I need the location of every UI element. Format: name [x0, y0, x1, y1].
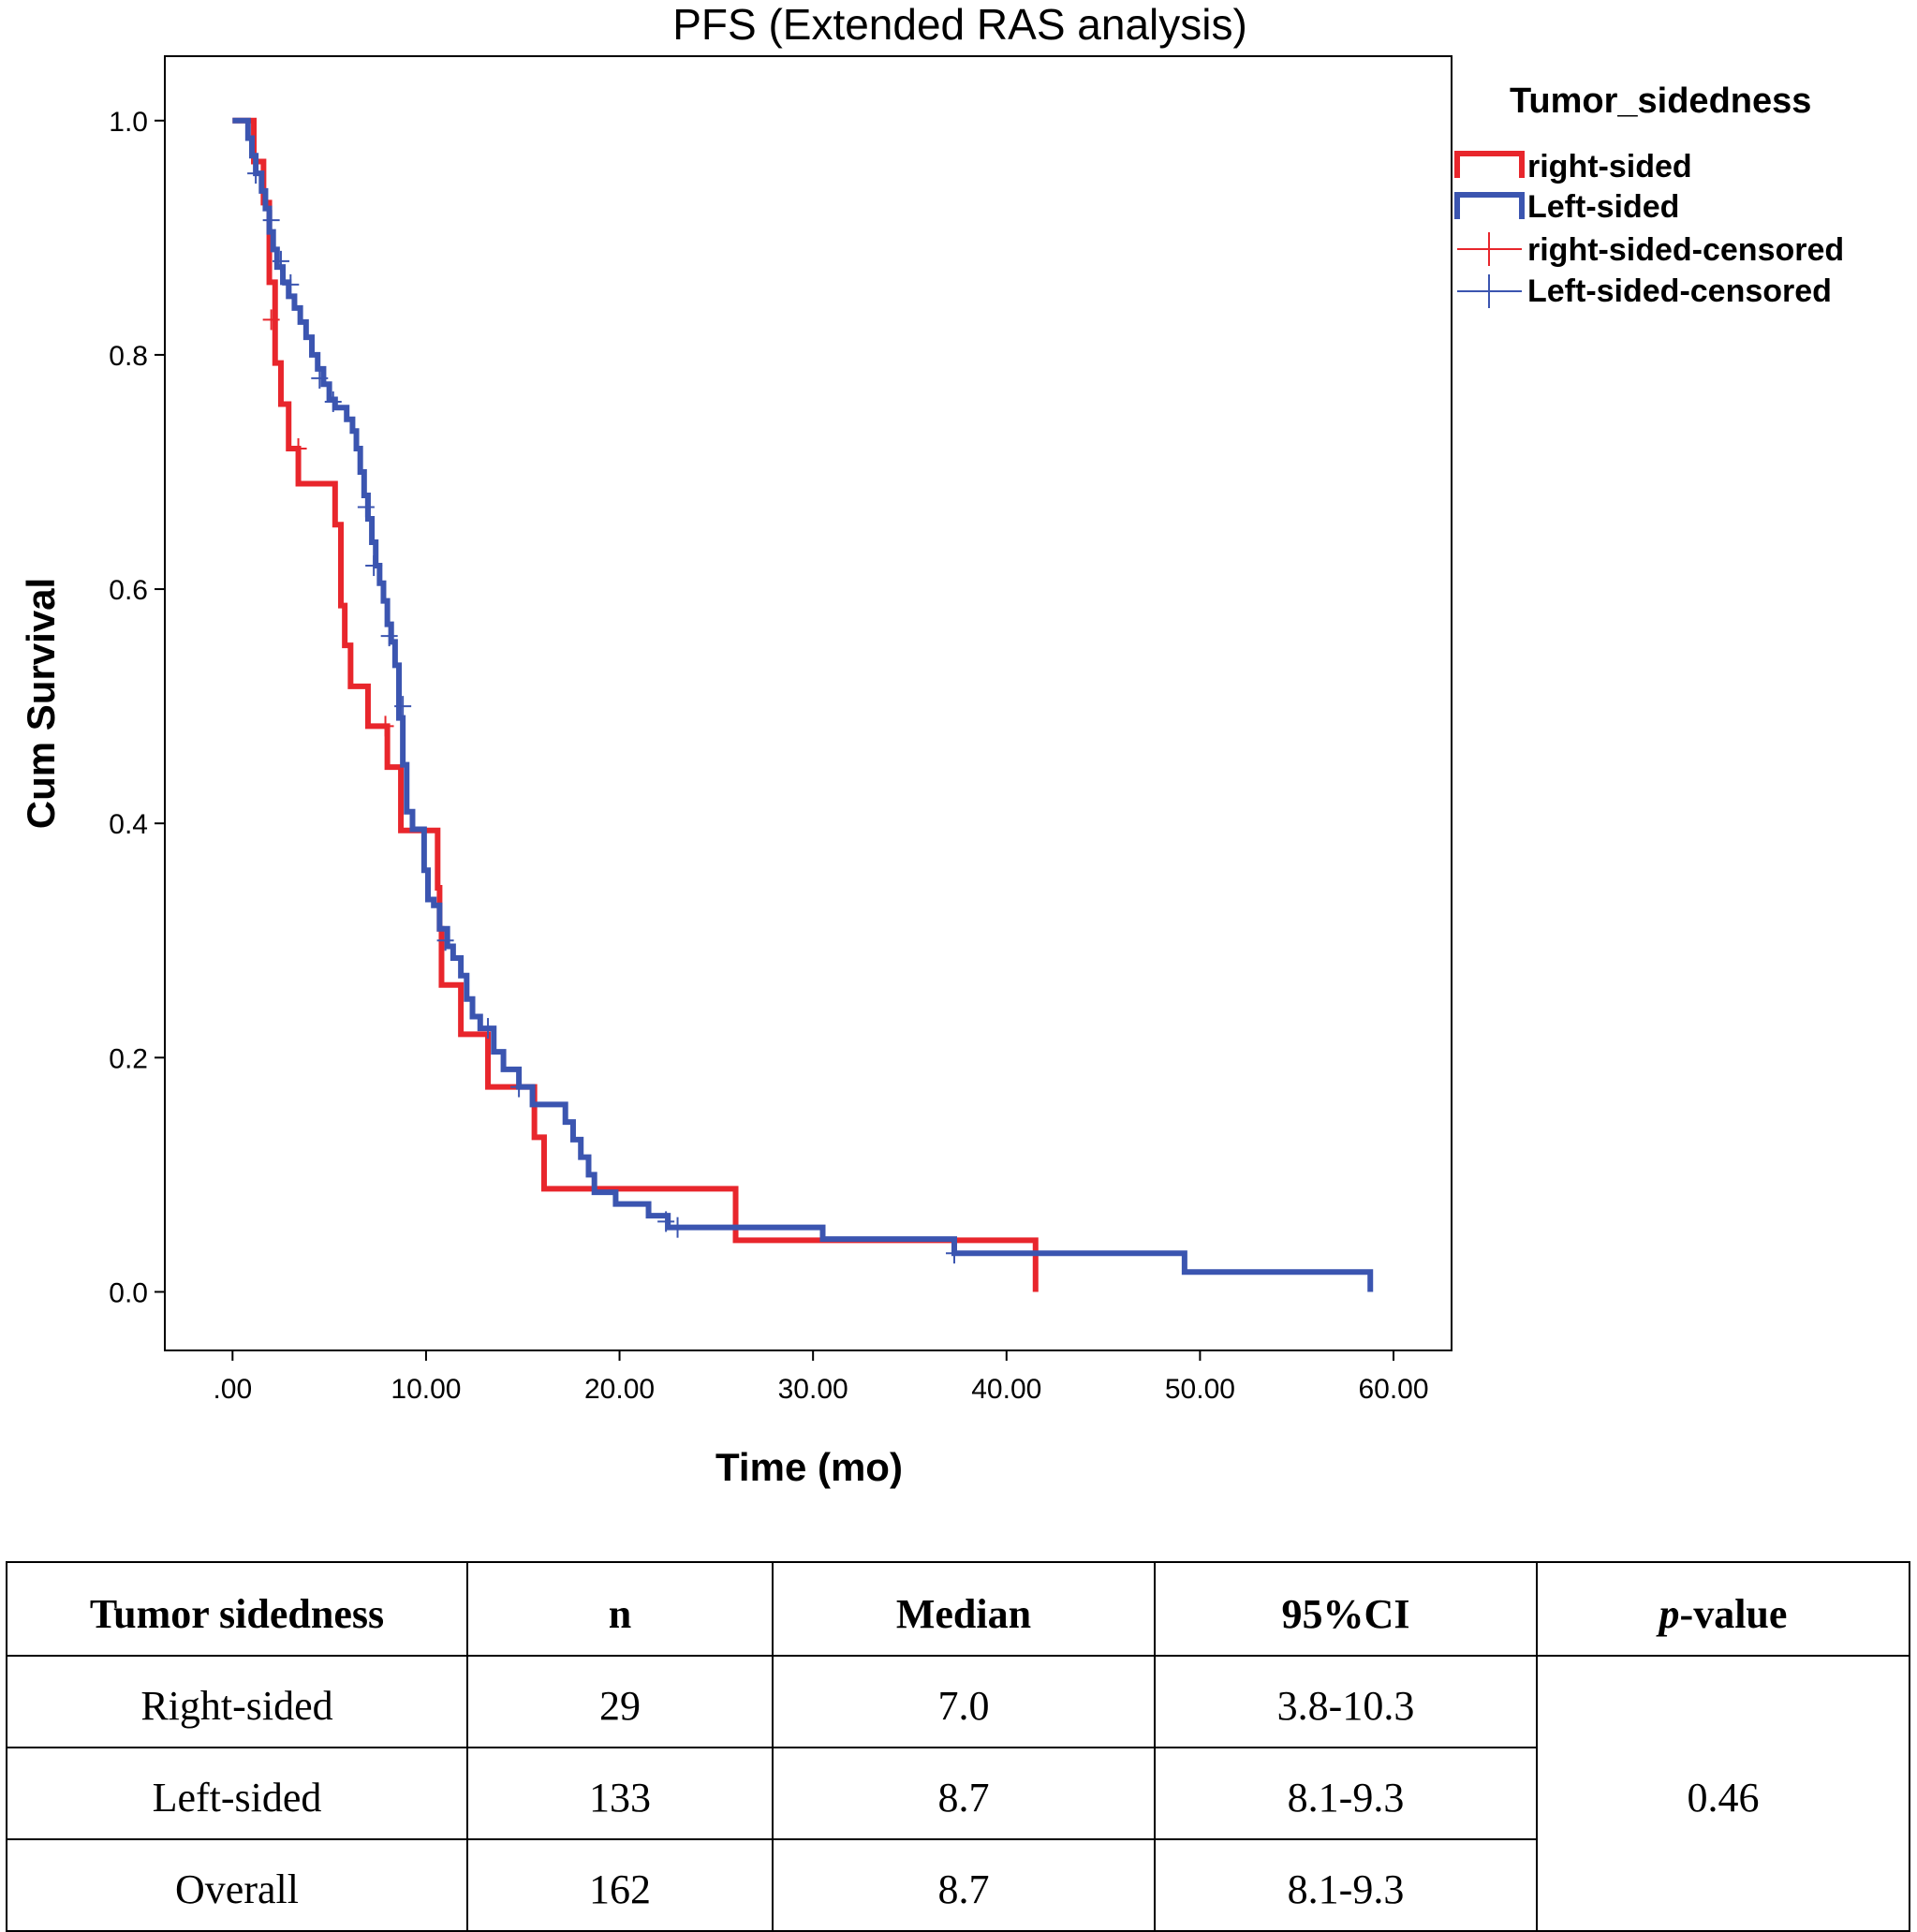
censor-mark-right-sided	[289, 437, 307, 459]
censor-mark-left-sided	[394, 696, 412, 717]
table-header-row: Tumor sidedness n Median 95%CI p-value	[6, 1561, 1910, 1657]
x-axis-title: Time (mo)	[715, 1445, 903, 1489]
censor-mark-right-sided	[376, 715, 394, 737]
row-group: Overall	[6, 1838, 468, 1932]
header-ci: 95%CI	[1154, 1561, 1538, 1657]
row-ci: 3.8-10.3	[1154, 1655, 1538, 1748]
y-tick-label: 0.8	[109, 341, 148, 372]
curve-left-sided	[232, 117, 1374, 1292]
header-median: Median	[772, 1561, 1156, 1657]
legend-item-left-sided-censored: Left-sided-censored	[1457, 273, 1832, 309]
row-ci: 8.1-9.3	[1154, 1747, 1538, 1840]
km-chart: PFS (Extended RAS analysis) 0.0 0.2 0.4 0.6…	[19, 0, 1844, 1489]
x-tick-label: 60.00	[1358, 1374, 1428, 1405]
censor-mark-left-sided	[510, 1076, 528, 1098]
censor-mark-left-sided	[436, 930, 454, 951]
y-axis-title: Cum Survival	[19, 578, 63, 829]
x-tick-label: 40.00	[971, 1374, 1041, 1405]
censor-mark-left-sided	[282, 273, 300, 295]
y-tick-label: 0.6	[109, 575, 148, 606]
row-ci: 8.1-9.3	[1154, 1838, 1538, 1932]
row-group: Right-sided	[6, 1655, 468, 1748]
x-tick-label: .00	[213, 1374, 252, 1405]
censor-mark-left-sided	[479, 1018, 497, 1040]
chart-title: PFS (Extended RAS analysis)	[672, 0, 1247, 49]
row-n: 133	[466, 1747, 774, 1840]
legend-swatch-right-sided	[1454, 151, 1525, 178]
x-axis: .00 10.00 20.00 30.00 40.00 50.00 60.00	[213, 1350, 1429, 1405]
plot-frame	[164, 55, 1452, 1351]
censor-mark-left-sided	[365, 555, 383, 577]
y-tick-label: 0.4	[109, 809, 148, 840]
censor-mark-left-sided	[669, 1217, 686, 1238]
y-tick-label: 0.2	[109, 1043, 148, 1074]
x-tick-label: 50.00	[1165, 1374, 1235, 1405]
censor-mark-left-sided	[247, 163, 265, 184]
row-median: 7.0	[772, 1655, 1156, 1748]
header-pvalue: p-value	[1536, 1561, 1910, 1657]
legend-item-right-sided: right-sided	[1454, 149, 1692, 184]
row-n: 162	[466, 1838, 774, 1932]
curve-right-sided	[232, 117, 1039, 1292]
censor-mark-left-sided	[324, 391, 342, 412]
row-n: 29	[466, 1655, 774, 1748]
legend-item-right-sided-censored: right-sided-censored	[1457, 232, 1844, 268]
legend-item-left-sided: Left-sided	[1454, 189, 1679, 225]
censor-mark-left-sided	[262, 210, 280, 231]
y-axis: 0.0 0.2 0.4 0.6 0.8 1.0	[109, 107, 165, 1308]
row-group: Left-sided	[6, 1747, 468, 1840]
survival-curves	[232, 117, 1374, 1292]
header-pvalue-rest: -value	[1679, 1590, 1788, 1637]
censor-mark-left-sided	[272, 250, 289, 272]
legend-label-left-sided-censored: Left-sided-censored	[1527, 273, 1832, 309]
summary-table: Tumor sidedness n Median 95%CI p-value R…	[6, 1561, 1910, 1932]
legend-label-right-sided: right-sided	[1527, 149, 1692, 184]
header-tumor-sidedness: Tumor sidedness	[6, 1561, 468, 1657]
censor-mark-left-sided	[945, 1243, 963, 1264]
censor-mark-left-sided	[657, 1211, 675, 1232]
pvalue-cell: 0.46	[1536, 1655, 1910, 1932]
header-n: n	[466, 1561, 774, 1657]
y-tick-label: 1.0	[109, 107, 148, 138]
table-row: Left-sided 133 8.7 8.1-9.3	[6, 1747, 1910, 1840]
x-tick-label: 20.00	[584, 1374, 655, 1405]
legend: Tumor_sidedness right-sided Left-sided r…	[1454, 81, 1844, 309]
row-median: 8.7	[772, 1747, 1156, 1840]
x-tick-label: 10.00	[391, 1374, 461, 1405]
y-tick-label: 0.0	[109, 1277, 148, 1308]
censor-mark-left-sided	[311, 367, 329, 389]
censor-mark-left-sided	[357, 496, 375, 518]
table-row: Right-sided 29 7.0 3.8-10.3 0.46	[6, 1655, 1910, 1932]
legend-title: Tumor_sidedness	[1510, 81, 1811, 121]
x-tick-label: 30.00	[778, 1374, 848, 1405]
censor-mark-right-sided	[262, 309, 280, 331]
censor-mark-left-sided	[380, 626, 398, 647]
legend-label-left-sided: Left-sided	[1527, 189, 1679, 225]
legend-label-right-sided-censored: right-sided-censored	[1527, 232, 1844, 268]
row-median: 8.7	[772, 1838, 1156, 1932]
legend-swatch-left-sided	[1454, 192, 1525, 219]
header-pvalue-p: p	[1659, 1590, 1680, 1637]
